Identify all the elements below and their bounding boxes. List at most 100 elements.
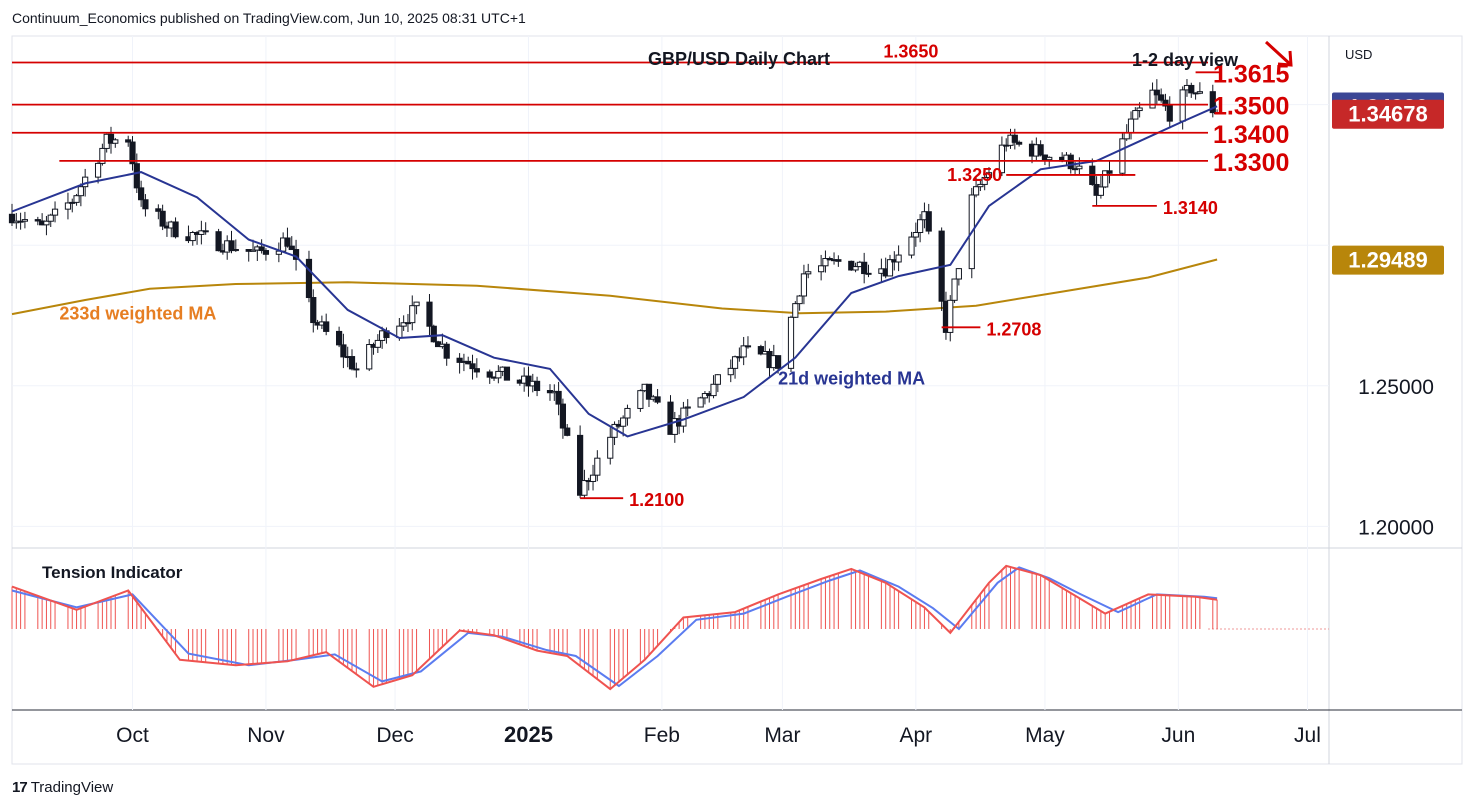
- candle-body: [727, 367, 734, 376]
- price-badge-label: 1.34678: [1348, 102, 1428, 127]
- candle-body: [284, 237, 291, 247]
- candle-body: [215, 231, 222, 252]
- view-label: 1-2 day view: [1132, 50, 1239, 70]
- time-axis: Oct Nov Dec 2025 Feb Mar Apr May Jun Jul: [116, 722, 1321, 747]
- level-label: 1.3500: [1213, 93, 1289, 121]
- candle-body: [305, 258, 313, 299]
- candle-body: [861, 261, 868, 275]
- candle-body: [34, 219, 41, 222]
- candle-body: [620, 417, 627, 427]
- candle-body: [366, 344, 373, 370]
- level-label: 1.3300: [1213, 149, 1289, 177]
- candle-body: [1067, 154, 1074, 170]
- candle-body: [1076, 165, 1083, 170]
- candle-body: [335, 330, 343, 346]
- candle-body: [684, 406, 691, 409]
- price-axis-label: 1.25000: [1358, 376, 1434, 399]
- level-label: 1.3400: [1213, 121, 1289, 149]
- candle-body: [852, 266, 859, 271]
- candle-body: [998, 144, 1006, 174]
- candle-body: [1016, 141, 1023, 145]
- time-axis-label: 2025: [504, 722, 553, 747]
- tension-indicator-pane: [11, 564, 1329, 691]
- candle-body: [400, 322, 407, 327]
- candle-body: [774, 355, 782, 369]
- ma-233-label: 233d weighted MA: [59, 304, 216, 324]
- candle-body: [1037, 144, 1044, 156]
- candle-body: [51, 208, 59, 216]
- candle-body: [1188, 84, 1195, 94]
- candle-body: [564, 427, 571, 436]
- candle-body: [292, 249, 300, 260]
- candle-body: [202, 230, 209, 233]
- candle-body: [138, 187, 145, 201]
- candle-body: [465, 360, 472, 365]
- candle-body: [731, 356, 739, 369]
- candle-body: [64, 202, 72, 210]
- candle-body: [172, 221, 179, 238]
- level-label: 1.3615: [1213, 60, 1290, 88]
- candle-body: [607, 436, 614, 459]
- candle-body: [1127, 118, 1135, 134]
- publisher-line: Continuum_Economics published on Trading…: [12, 10, 526, 26]
- candle-body: [977, 183, 984, 188]
- candle-body: [1162, 99, 1169, 107]
- candle-body: [232, 249, 239, 252]
- candle-body: [1046, 156, 1053, 161]
- time-axis-label: May: [1025, 724, 1065, 747]
- tension-fast-line: [11, 564, 1218, 691]
- candle-body: [155, 208, 162, 212]
- price-badge: [1332, 99, 1444, 129]
- candle-body: [348, 356, 356, 370]
- brand-name: TradingView: [30, 779, 114, 796]
- candle-body: [577, 434, 584, 496]
- candle-body: [486, 371, 493, 378]
- candle-body: [757, 346, 764, 355]
- candle-body: [947, 299, 954, 333]
- candle-body: [142, 199, 149, 210]
- tradingview-brand[interactable]: 17 TradingView: [12, 779, 113, 796]
- level-label: 1.3250: [947, 165, 1002, 185]
- candle-body: [1196, 91, 1203, 94]
- candle-body: [865, 272, 872, 275]
- candle-body: [69, 201, 76, 204]
- candle-body: [912, 232, 919, 238]
- candle-body: [1123, 132, 1130, 140]
- candle-body: [559, 403, 567, 429]
- candle-body: [917, 219, 924, 234]
- candle-body: [835, 259, 842, 262]
- candle-body: [228, 240, 235, 252]
- candle-body: [77, 186, 84, 197]
- candle-body: [1153, 89, 1160, 96]
- candle-body: [129, 141, 136, 165]
- candle-body: [981, 176, 988, 185]
- candle-body: [1132, 110, 1139, 120]
- candle-body: [189, 232, 196, 242]
- candle-body: [310, 297, 317, 324]
- candle-body: [787, 316, 795, 369]
- candle-body: [581, 480, 588, 496]
- candle-body: [288, 245, 295, 251]
- candle-body: [1209, 91, 1216, 114]
- candle-body: [1097, 186, 1104, 196]
- candle-body: [426, 301, 433, 327]
- candle-body: [396, 325, 403, 339]
- level-label: 1.2708: [986, 319, 1041, 339]
- candle-body: [495, 370, 502, 379]
- candle-body: [1119, 138, 1126, 174]
- candle-body: [796, 295, 803, 305]
- candle-body: [818, 265, 825, 273]
- candle-body: [469, 363, 476, 370]
- candle-body: [258, 246, 265, 252]
- candle-body: [533, 380, 541, 392]
- candle-body: [409, 305, 416, 324]
- candle-body: [456, 357, 463, 363]
- candle-body: [792, 303, 799, 318]
- candle-body: [594, 457, 601, 476]
- candle-body: [714, 374, 721, 385]
- time-axis-label: Mar: [764, 724, 800, 747]
- candle-body: [895, 254, 902, 263]
- candle-body: [925, 211, 932, 232]
